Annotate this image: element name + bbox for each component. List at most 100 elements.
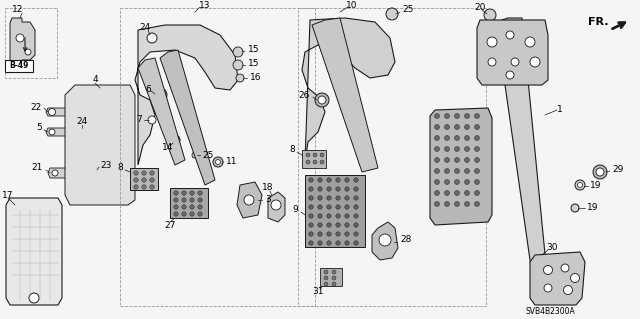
Circle shape	[465, 158, 470, 162]
Circle shape	[354, 178, 358, 182]
Circle shape	[324, 282, 328, 286]
Circle shape	[49, 108, 56, 115]
Circle shape	[435, 158, 440, 162]
Circle shape	[596, 168, 604, 176]
Circle shape	[327, 205, 332, 209]
Circle shape	[182, 212, 186, 216]
Circle shape	[474, 168, 479, 174]
Circle shape	[465, 124, 470, 130]
Circle shape	[454, 146, 460, 152]
Text: 3: 3	[265, 196, 271, 204]
Circle shape	[170, 135, 180, 145]
Circle shape	[156, 91, 164, 99]
Polygon shape	[312, 18, 378, 172]
Circle shape	[561, 264, 569, 272]
Circle shape	[198, 212, 202, 216]
Circle shape	[354, 196, 358, 200]
Circle shape	[134, 171, 138, 175]
Circle shape	[233, 60, 243, 70]
Polygon shape	[160, 50, 215, 185]
Text: B-49: B-49	[10, 62, 29, 70]
Circle shape	[318, 241, 322, 245]
Circle shape	[309, 223, 313, 227]
Circle shape	[182, 191, 186, 195]
Circle shape	[484, 9, 496, 21]
Text: 19: 19	[590, 181, 602, 189]
Circle shape	[593, 165, 607, 179]
Polygon shape	[237, 182, 262, 218]
Circle shape	[90, 169, 97, 176]
Circle shape	[306, 160, 310, 164]
Circle shape	[29, 293, 39, 303]
Circle shape	[345, 187, 349, 191]
Bar	[5, 60, 33, 72]
Circle shape	[327, 196, 332, 200]
Text: 19: 19	[587, 204, 598, 212]
Circle shape	[454, 168, 460, 174]
Circle shape	[309, 205, 313, 209]
Circle shape	[474, 202, 479, 206]
Polygon shape	[46, 128, 76, 136]
Circle shape	[134, 178, 138, 182]
Circle shape	[174, 212, 178, 216]
Circle shape	[345, 223, 349, 227]
Circle shape	[192, 152, 198, 158]
Circle shape	[309, 241, 313, 245]
Circle shape	[435, 136, 440, 140]
Circle shape	[345, 232, 349, 236]
Text: 8: 8	[289, 145, 295, 154]
Circle shape	[313, 160, 317, 164]
Circle shape	[318, 232, 322, 236]
Circle shape	[332, 282, 336, 286]
Text: 20: 20	[474, 4, 486, 12]
Circle shape	[435, 190, 440, 196]
Circle shape	[174, 205, 178, 209]
Circle shape	[216, 160, 221, 165]
Polygon shape	[65, 85, 135, 205]
Circle shape	[148, 116, 156, 124]
Text: 22: 22	[31, 103, 42, 113]
Circle shape	[16, 34, 24, 42]
Circle shape	[454, 158, 460, 162]
Circle shape	[309, 187, 313, 191]
Polygon shape	[302, 18, 395, 162]
Circle shape	[318, 196, 322, 200]
Text: 30: 30	[547, 243, 557, 253]
Circle shape	[336, 223, 340, 227]
Circle shape	[332, 276, 336, 280]
Circle shape	[530, 57, 540, 67]
Polygon shape	[138, 58, 185, 165]
Circle shape	[354, 241, 358, 245]
Circle shape	[150, 171, 154, 175]
Text: 18: 18	[262, 183, 274, 192]
Circle shape	[445, 124, 449, 130]
Circle shape	[474, 180, 479, 184]
Text: 9: 9	[292, 205, 298, 214]
Circle shape	[174, 191, 178, 195]
Bar	[320, 268, 342, 286]
Circle shape	[445, 158, 449, 162]
Text: 31: 31	[312, 287, 324, 296]
Circle shape	[309, 196, 313, 200]
Circle shape	[474, 124, 479, 130]
Circle shape	[327, 232, 332, 236]
Circle shape	[79, 129, 86, 136]
Circle shape	[336, 241, 340, 245]
Circle shape	[174, 198, 178, 202]
Text: 15: 15	[248, 46, 259, 55]
Text: 21: 21	[31, 164, 43, 173]
Circle shape	[445, 202, 449, 206]
Text: 1: 1	[557, 106, 563, 115]
Circle shape	[236, 74, 244, 82]
Circle shape	[474, 158, 479, 162]
Circle shape	[435, 168, 440, 174]
Circle shape	[173, 137, 177, 143]
Circle shape	[454, 136, 460, 140]
Circle shape	[345, 178, 349, 182]
Circle shape	[198, 198, 202, 202]
Circle shape	[465, 114, 470, 118]
Circle shape	[474, 136, 479, 140]
Text: 13: 13	[199, 1, 211, 10]
Text: 28: 28	[400, 235, 412, 244]
Text: SVB4B2300A: SVB4B2300A	[525, 308, 575, 316]
